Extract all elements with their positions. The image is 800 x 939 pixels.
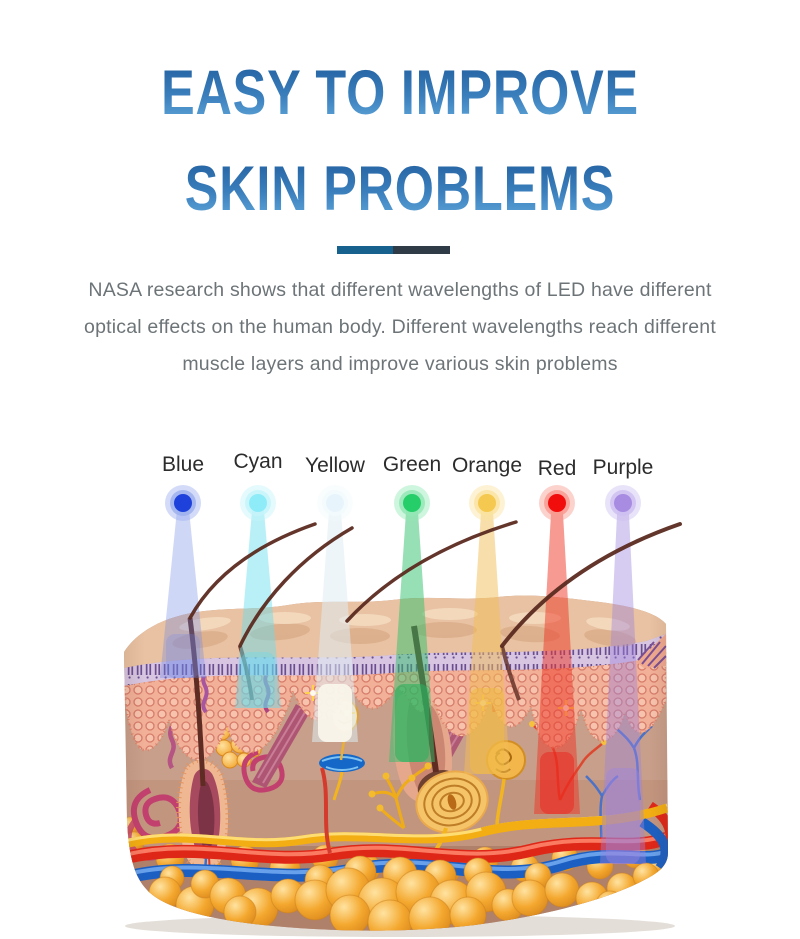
led-dot-core-cyan [249, 494, 267, 512]
hypodermis-layer [124, 846, 668, 931]
skin-surface [124, 595, 666, 668]
led-beam-cap-blue [165, 634, 200, 678]
dermis-layer [124, 595, 668, 931]
led-beam-cap-red [539, 752, 574, 814]
title-text-1: EASY TO IMPROVE [161, 58, 639, 128]
intro-line-2: optical effects on the human body. Diffe… [84, 316, 716, 338]
led-label-cyan: Cyan [233, 450, 283, 473]
sweat-gland-left [125, 689, 184, 861]
led-beam-purple [600, 505, 646, 864]
led-dot-purple [605, 485, 641, 521]
led-dot-core-purple [614, 494, 632, 512]
artery [124, 767, 668, 865]
led-dot-ring-green [399, 490, 425, 516]
corner-cut-hatch [636, 634, 667, 669]
epidermis-layer [124, 650, 668, 762]
led-dot-halo-red [539, 485, 575, 521]
hair-follicle-left [176, 757, 231, 885]
led-dot-ring-purple [610, 490, 636, 516]
hair-strand [500, 522, 682, 648]
divider-blue-segment [337, 246, 393, 254]
led-dot-halo-green [394, 485, 430, 521]
led-dot-core-green [403, 494, 421, 512]
hair-shafts-subsurface [187, 617, 521, 787]
led-beam-cap-yellow [317, 684, 352, 742]
pacinian-corpuscle [415, 770, 489, 834]
nerve-glints [305, 685, 574, 721]
hair-strand [345, 520, 518, 623]
led-beam-cap-purple [605, 768, 640, 864]
title-divider [337, 246, 450, 254]
intro-line-3: muscle layers and improve various skin p… [182, 353, 618, 375]
led-beam-red [534, 505, 580, 814]
led-dot-ring-cyan [245, 490, 271, 516]
led-dot-halo-blue [165, 485, 201, 521]
led-beam-blue [160, 505, 206, 678]
led-dot-ring-red [544, 490, 570, 516]
led-dot-green [394, 485, 430, 521]
led-dot-orange [469, 485, 505, 521]
led-dot-ring-yellow [322, 490, 348, 516]
page-title-line2: SKIN PROBLEMS SKIN PROBLEMS [80, 156, 720, 222]
nerve-fiber [124, 803, 668, 849]
led-beam-cap-cyan [240, 652, 275, 708]
led-dot-yellow [317, 485, 353, 521]
led-beam-green [389, 505, 435, 762]
led-dot-core-orange [478, 494, 496, 512]
led-label-purple: Purple [592, 456, 654, 479]
led-dot-halo-cyan [240, 485, 276, 521]
capillary-loop [492, 688, 509, 714]
basement-membrane-band [124, 634, 666, 686]
led-dot-core-yellow [326, 494, 344, 512]
krause-bulb [486, 740, 526, 825]
led-dot-halo-purple [605, 485, 641, 521]
hair-follicle-center [393, 690, 459, 804]
led-dot-core-red [548, 494, 566, 512]
title-text-2: SKIN PROBLEMS [184, 154, 616, 224]
hair-strand [188, 522, 317, 620]
led-dot-red [539, 485, 575, 521]
hair-strand [238, 526, 354, 648]
led-beam-cyan [235, 505, 281, 708]
sweat-ducts [201, 641, 271, 714]
meissner-corpuscle [319, 754, 365, 801]
led-label-red: Red [537, 457, 577, 480]
vein [124, 817, 668, 885]
led-dot-halo-yellow [317, 485, 353, 521]
led-dot-ring-blue [170, 490, 196, 516]
subcutaneous-fat-back [124, 816, 667, 886]
led-beam-cap-orange [469, 688, 504, 774]
led-dot-halo-orange [469, 485, 505, 521]
page-title-line1: EASY TO IMPROVE EASY TO IMPROVE [80, 60, 720, 126]
led-beam-orange [464, 505, 510, 774]
arrector-pili-muscles [252, 704, 476, 788]
led-dot-ring-orange [474, 490, 500, 516]
led-dot-blue [165, 485, 201, 521]
vein-twigs [585, 725, 653, 861]
capillary-web [531, 719, 605, 801]
sebaceous-gland [213, 716, 262, 769]
sweat-gland-right [241, 695, 285, 793]
ground-shadow [125, 915, 675, 937]
divider-dark-segment [393, 246, 450, 254]
led-label-orange: Orange [451, 454, 523, 477]
led-label-green: Green [382, 453, 442, 476]
led-beam-cap-green [394, 684, 429, 762]
nerve-endings [371, 764, 430, 830]
subcutaneous-fat-front [148, 855, 661, 931]
led-label-blue: Blue [161, 453, 205, 476]
led-beam-yellow [312, 505, 358, 742]
merkel-receptor [331, 699, 359, 761]
led-label-yellow: Yellow [305, 454, 365, 477]
led-dot-core-blue [174, 494, 192, 512]
led-dot-cyan [240, 485, 276, 521]
intro-paragraph: NASA research shows that different wavel… [0, 272, 800, 383]
intro-line-1: NASA research shows that different wavel… [88, 279, 712, 301]
